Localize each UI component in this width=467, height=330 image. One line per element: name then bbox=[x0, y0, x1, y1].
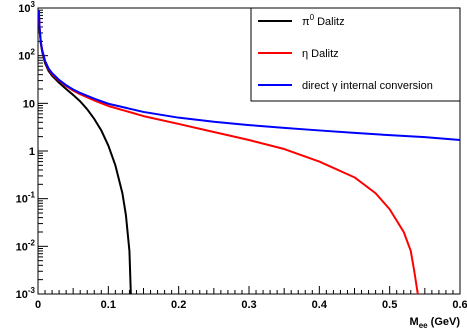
y-tick-label: 10-2 bbox=[16, 238, 36, 253]
legend-label: direct γ internal conversion bbox=[302, 80, 433, 92]
legend-label: π0 Dalitz bbox=[302, 13, 345, 28]
x-tick-labels: 0 0.1 0.2 0.3 0.4 0.5 0.6 bbox=[35, 299, 467, 311]
x-tick-label: 0.2 bbox=[171, 299, 186, 311]
y-tick-label: 103 bbox=[18, 0, 35, 15]
y-tick-label: 10-1 bbox=[16, 191, 36, 206]
x-axis-title: Mee (GeV) bbox=[410, 316, 461, 330]
y-tick-label: 102 bbox=[18, 48, 35, 63]
y-tick-label: 10-3 bbox=[16, 286, 36, 301]
legend-items: π0 Dalitz η Dalitz direct γ internal conve… bbox=[258, 13, 433, 92]
x-tick-label: 0 bbox=[35, 299, 41, 311]
y-tick-labels: 10-3 10-2 10-1 1 10 102 103 bbox=[16, 0, 36, 301]
y-tick-label: 1 bbox=[29, 146, 35, 158]
series-group bbox=[37, 10, 461, 295]
x-tick-label: 0.4 bbox=[312, 299, 328, 311]
x-tick-label: 0.5 bbox=[382, 299, 397, 311]
series-line-3 bbox=[37, 10, 461, 142]
x-tick-label: 0.1 bbox=[101, 299, 116, 311]
axis-ticks bbox=[37, 7, 461, 295]
x-tick-label: 0.6 bbox=[452, 299, 467, 311]
x-tick-label: 0.3 bbox=[241, 299, 256, 311]
legend: π0 Dalitz η Dalitz direct γ internal conve… bbox=[250, 7, 461, 102]
legend-label: η Dalitz bbox=[302, 48, 339, 60]
y-tick-label: 10 bbox=[23, 98, 35, 110]
